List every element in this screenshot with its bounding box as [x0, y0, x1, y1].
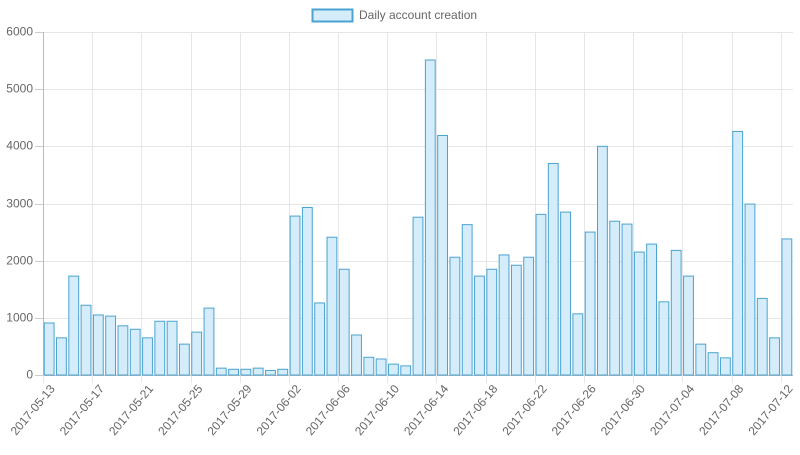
bar [707, 352, 719, 376]
bar [510, 264, 522, 376]
x-tick-label: 2017-05-13 [8, 382, 58, 438]
y-tick-label: 5000 [6, 82, 33, 96]
bar [683, 275, 694, 376]
y-tick-label: 4000 [6, 139, 33, 153]
bar [400, 365, 412, 376]
y-tick-label: 2000 [6, 254, 33, 268]
bar [437, 134, 449, 376]
legend-label: Daily account creation [359, 8, 477, 22]
bar [412, 216, 424, 376]
bar [80, 304, 92, 376]
bar [277, 368, 289, 376]
x-tick-label: 2017-06-26 [549, 382, 599, 438]
y-tick-label: 1000 [6, 311, 33, 325]
x-tick-label: 2017-07-12 [745, 382, 795, 438]
bar [769, 337, 780, 376]
legend-swatch [311, 8, 354, 23]
bar [646, 243, 658, 376]
bar [387, 363, 399, 376]
bar [572, 313, 584, 376]
bar [117, 325, 129, 376]
bar [351, 334, 362, 376]
bar [670, 249, 682, 376]
bar [461, 224, 473, 376]
bar [191, 331, 203, 376]
bar [584, 231, 596, 376]
bar [781, 238, 793, 376]
bar [609, 220, 621, 376]
bar [203, 307, 215, 376]
bar [289, 215, 301, 376]
x-tick-label: 2017-05-29 [204, 382, 254, 438]
bar [633, 251, 645, 376]
x-tick-label: 2017-06-06 [303, 382, 353, 438]
bar [154, 320, 166, 376]
bar [129, 328, 141, 376]
bar [314, 302, 326, 376]
bar [68, 275, 80, 376]
y-tick-label: 3000 [6, 197, 33, 211]
bar [486, 268, 498, 376]
bar [215, 367, 227, 376]
bar [265, 369, 276, 376]
bar [92, 314, 104, 376]
x-tick-label: 2017-06-14 [401, 382, 451, 438]
bar [43, 322, 55, 376]
bar [228, 368, 239, 376]
x-tick-label: 2017-06-18 [450, 382, 500, 438]
x-tick-label: 2017-06-02 [254, 382, 304, 438]
bar [498, 254, 510, 376]
bar [105, 315, 117, 376]
bar [756, 297, 768, 376]
x-tick-label: 2017-06-30 [598, 382, 648, 438]
bar [424, 59, 436, 376]
bar [301, 207, 313, 376]
bar [240, 368, 252, 376]
x-tick-label: 2017-05-21 [106, 382, 156, 438]
x-tick-label: 2017-06-22 [499, 382, 549, 438]
x-tick-label: 2017-06-10 [352, 382, 402, 438]
bar [252, 367, 264, 376]
bar [744, 203, 756, 376]
bar [597, 145, 608, 376]
legend-item[interactable]: Daily account creation [311, 8, 478, 23]
bar [732, 130, 744, 376]
bar [56, 337, 67, 376]
y-tick-label: 6000 [6, 25, 33, 39]
bar [363, 356, 375, 376]
bar [142, 337, 153, 376]
bar [326, 236, 338, 376]
bar [695, 343, 707, 376]
bar [658, 301, 670, 376]
y-tick-label: 0 [26, 368, 33, 382]
bar [523, 256, 535, 376]
bar [449, 256, 461, 376]
bar [166, 320, 178, 376]
bar [375, 358, 387, 376]
x-tick-label: 2017-05-25 [155, 382, 205, 438]
bar [535, 213, 547, 376]
bar [474, 275, 485, 376]
bar [560, 211, 571, 376]
bar [719, 357, 731, 376]
x-tick-label: 2017-07-08 [696, 382, 746, 438]
bar [547, 162, 559, 376]
bar [338, 268, 350, 376]
bar [178, 343, 190, 376]
bar [621, 223, 633, 376]
x-tick-label: 2017-07-04 [647, 382, 697, 438]
x-tick-label: 2017-05-17 [57, 382, 107, 438]
